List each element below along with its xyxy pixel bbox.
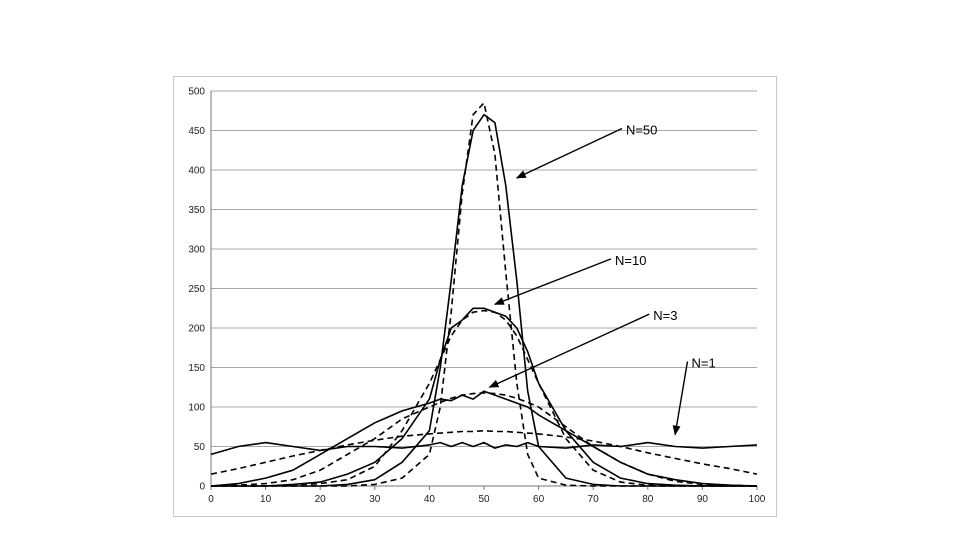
x-tick-label: 70 xyxy=(588,494,600,505)
series-line-8 xyxy=(211,102,757,487)
x-tick-label: 30 xyxy=(369,494,381,505)
x-tick-label: 0 xyxy=(208,494,214,505)
series-line-4 xyxy=(210,391,758,487)
annotation-label: N=1 xyxy=(691,356,715,371)
x-tick-label: 50 xyxy=(478,494,490,505)
series-line-7 xyxy=(211,113,757,487)
y-tick-label: 150 xyxy=(188,363,205,374)
x-tick-label: 100 xyxy=(749,494,766,505)
x-tick-label: 10 xyxy=(260,494,272,505)
y-tick-label: 250 xyxy=(188,284,205,295)
y-tick-label: 500 xyxy=(188,87,205,98)
y-tick-label: 300 xyxy=(188,245,205,256)
y-tick-label: 200 xyxy=(188,324,205,335)
series-line-6 xyxy=(211,309,757,487)
series-line-1 xyxy=(210,441,758,456)
chart-frame: 0 50 100 150 200 250 300 350 400 450 500 0 10 20 30 40 5… xyxy=(173,76,777,517)
y-tick-label: 400 xyxy=(188,166,205,177)
axis-layer: 0 50 100 150 200 250 300 350 400 450 500 0 10 20 30 40 5… xyxy=(188,87,765,506)
x-tick-label: 80 xyxy=(642,494,654,505)
chart: 0 50 100 150 200 250 300 350 400 450 500 0 10 20 30 40 5… xyxy=(188,87,765,506)
y-tick-label: 0 xyxy=(199,482,205,493)
series-line-2 xyxy=(210,429,758,475)
annotation-label: N=50 xyxy=(626,123,657,138)
series-layer xyxy=(210,102,758,487)
annotation-layer: N=50 N=10 N=3 N=1 xyxy=(488,123,716,436)
x-tick-label: 90 xyxy=(697,494,709,505)
annotation-arrow xyxy=(672,361,689,436)
annotation-arrow xyxy=(493,258,612,305)
annotation-arrow xyxy=(488,313,650,388)
series-line-3 xyxy=(210,390,758,487)
series-line-5 xyxy=(211,307,757,487)
x-tick-label: 20 xyxy=(315,494,327,505)
y-tick-label: 350 xyxy=(188,205,205,216)
annotation-label: N=3 xyxy=(653,308,677,323)
annotation-label: N=10 xyxy=(615,253,646,268)
annotation-arrow xyxy=(515,127,623,179)
y-tick-label: 100 xyxy=(188,403,205,414)
y-tick-label: 50 xyxy=(194,442,206,453)
x-tick-label: 60 xyxy=(533,494,545,505)
y-tick-label: 450 xyxy=(188,126,205,137)
grid-layer xyxy=(211,90,757,487)
x-tick-label: 40 xyxy=(424,494,436,505)
